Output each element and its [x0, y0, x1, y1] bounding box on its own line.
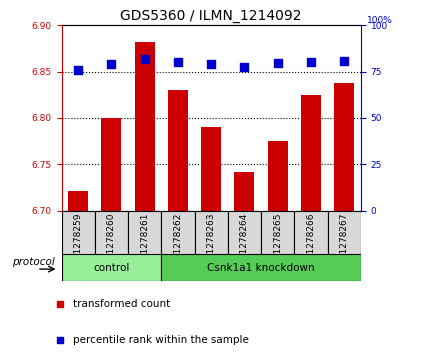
Bar: [268, 141, 288, 211]
Text: 100%: 100%: [367, 16, 392, 25]
Point: [208, 61, 215, 67]
Bar: [128, 211, 161, 254]
Point: [56, 337, 63, 343]
Bar: [95, 211, 128, 254]
Bar: [161, 254, 361, 281]
Text: GSM1278262: GSM1278262: [173, 213, 183, 273]
Text: GSM1278261: GSM1278261: [140, 213, 149, 273]
Bar: [62, 211, 95, 254]
Text: transformed count: transformed count: [73, 299, 171, 309]
Text: GSM1278259: GSM1278259: [74, 213, 83, 273]
Bar: [201, 127, 221, 211]
Text: GSM1278267: GSM1278267: [340, 213, 348, 273]
Text: Csnk1a1 knockdown: Csnk1a1 knockdown: [207, 263, 315, 273]
Bar: [235, 172, 254, 211]
Title: GDS5360 / ILMN_1214092: GDS5360 / ILMN_1214092: [121, 9, 302, 23]
Bar: [334, 83, 354, 211]
Text: GSM1278266: GSM1278266: [306, 213, 315, 273]
Bar: [294, 211, 327, 254]
Point: [308, 58, 315, 64]
Point: [274, 61, 281, 66]
Bar: [135, 42, 155, 211]
Bar: [327, 211, 361, 254]
Bar: [68, 191, 88, 211]
Point: [75, 67, 82, 73]
Bar: [62, 254, 161, 281]
Point: [108, 61, 115, 67]
Text: GSM1278260: GSM1278260: [107, 213, 116, 273]
Bar: [261, 211, 294, 254]
Bar: [168, 90, 188, 211]
Text: GSM1278264: GSM1278264: [240, 213, 249, 273]
Bar: [301, 95, 321, 211]
Point: [241, 64, 248, 70]
Point: [141, 56, 148, 62]
Bar: [228, 211, 261, 254]
Text: GSM1278263: GSM1278263: [207, 213, 216, 273]
Point: [174, 58, 181, 64]
Text: protocol: protocol: [12, 257, 55, 267]
Text: percentile rank within the sample: percentile rank within the sample: [73, 335, 249, 345]
Bar: [102, 118, 121, 211]
Bar: [161, 211, 194, 254]
Text: GSM1278265: GSM1278265: [273, 213, 282, 273]
Point: [56, 301, 63, 307]
Point: [341, 58, 348, 64]
Bar: [194, 211, 228, 254]
Text: control: control: [93, 263, 130, 273]
